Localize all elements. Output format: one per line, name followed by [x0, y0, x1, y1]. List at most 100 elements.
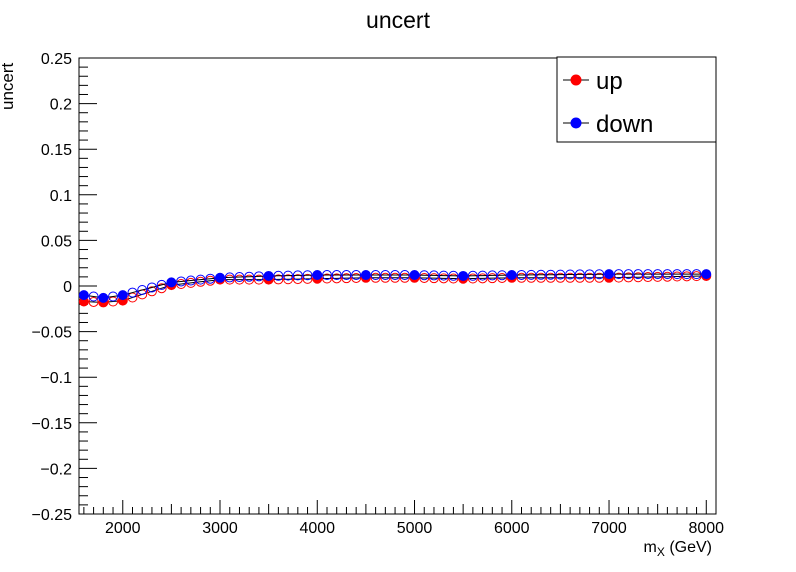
data-point-down [78, 290, 89, 301]
series-open-marker-up [273, 274, 284, 285]
y-tick-label: −0.2 [40, 461, 72, 478]
series-layer [78, 269, 712, 308]
y-tick-label: 0.05 [41, 233, 72, 250]
series-open-marker-up [574, 272, 585, 283]
series-open-marker-up [672, 271, 683, 282]
data-point-down [98, 292, 109, 303]
series-open-marker-up [146, 286, 157, 297]
series-open-marker-down [642, 269, 653, 280]
series-open-marker-up [253, 274, 264, 285]
series-open-marker-up [331, 273, 342, 284]
series-open-marker-down [584, 269, 595, 280]
series-open-marker-down [428, 270, 439, 281]
series-open-marker-down [341, 270, 352, 281]
series-open-marker-down [574, 269, 585, 280]
series-open-marker-up [390, 272, 401, 283]
series-open-marker-down [467, 270, 478, 281]
x-axis: 2000 3000 4000 5000 6000 7000 8000 [83, 500, 724, 537]
series-open-marker-down [681, 269, 692, 280]
series-open-marker-down [234, 272, 245, 283]
series-open-marker-up [399, 272, 410, 283]
series-open-marker-up [156, 283, 167, 294]
series-open-marker-up [185, 277, 196, 288]
series-open-marker-down [633, 269, 644, 280]
data-point-down [458, 270, 469, 281]
series-open-marker-up [681, 271, 692, 282]
series-open-marker-up [224, 274, 235, 285]
legend-entry-up: up [563, 68, 623, 95]
x-axis-label-unit: (GeV) [665, 539, 712, 556]
series-line-down [83, 273, 707, 299]
series-open-marker-up [176, 278, 187, 289]
series-open-marker-up [351, 272, 362, 283]
x-tick-label: 4000 [299, 520, 335, 537]
series-open-marker-down [321, 270, 332, 281]
y-tick-label: 0 [63, 279, 72, 296]
legend-label-down: down [596, 111, 653, 138]
y-tick-label: −0.15 [32, 416, 73, 433]
series-open-marker-down [448, 270, 459, 281]
series-open-marker-down [253, 271, 264, 282]
series-open-marker-down [565, 269, 576, 280]
series-open-marker-down [399, 270, 410, 281]
series-open-marker-up [283, 274, 294, 285]
series-open-marker-up [487, 273, 498, 284]
series-open-marker-down [137, 285, 148, 296]
series-open-marker-up [419, 272, 430, 283]
series-open-marker-down [438, 270, 449, 281]
series-open-marker-down [535, 269, 546, 280]
series-open-marker-up [428, 273, 439, 284]
series-open-marker-down [487, 270, 498, 281]
series-open-marker-down [419, 270, 430, 281]
series-open-marker-up [652, 271, 663, 282]
series-open-marker-up [594, 272, 605, 283]
series-open-marker-up [467, 273, 478, 284]
series-open-marker-up [380, 272, 391, 283]
series-open-marker-down [555, 269, 566, 280]
series-open-marker-down [526, 269, 537, 280]
series-open-marker-up [497, 272, 508, 283]
data-point-down [701, 269, 712, 280]
data-point-down [360, 270, 371, 281]
legend-marker-down [570, 117, 582, 129]
series-open-marker-up [88, 296, 99, 307]
legend: up down [556, 56, 717, 143]
series-open-marker-up [234, 274, 245, 285]
series-open-marker-down [292, 270, 303, 281]
series-open-marker-up [244, 274, 255, 285]
series-open-marker-up [321, 273, 332, 284]
x-tick-label: 8000 [688, 520, 724, 537]
series-open-marker-up [526, 272, 537, 283]
legend-entry-down: down [563, 111, 653, 138]
series-open-marker-up [438, 273, 449, 284]
series-open-marker-down [224, 272, 235, 283]
series-open-marker-up [623, 272, 634, 283]
series-open-marker-down [613, 269, 624, 280]
data-point-down [506, 270, 517, 281]
data-point-down [166, 277, 177, 288]
series-open-marker-up [370, 272, 381, 283]
series-open-marker-down [662, 269, 673, 280]
series-open-marker-down [195, 274, 206, 285]
y-tick-label: −0.05 [32, 325, 73, 342]
series-open-marker-down [351, 270, 362, 281]
y-tick-label: 0.1 [50, 188, 72, 205]
x-axis-label-main: m [644, 539, 657, 556]
x-axis-label: mX (GeV) [644, 539, 712, 559]
series-open-marker-down [127, 287, 138, 298]
data-point-down [117, 290, 128, 301]
series-open-marker-down [273, 270, 284, 281]
y-tick-label: 0.25 [41, 51, 72, 68]
y-axis-label: uncert [0, 62, 17, 110]
series-open-marker-up [642, 272, 653, 283]
series-open-marker-down [594, 269, 605, 280]
series-open-marker-down [370, 270, 381, 281]
series-open-marker-down [477, 270, 488, 281]
series-open-marker-up [302, 273, 313, 284]
x-tick-label: 2000 [105, 520, 141, 537]
data-point-down [409, 270, 420, 281]
series-open-marker-down [146, 282, 157, 293]
series-open-marker-up [108, 296, 119, 307]
series-open-marker-up [555, 272, 566, 283]
data-point-down [215, 272, 226, 283]
